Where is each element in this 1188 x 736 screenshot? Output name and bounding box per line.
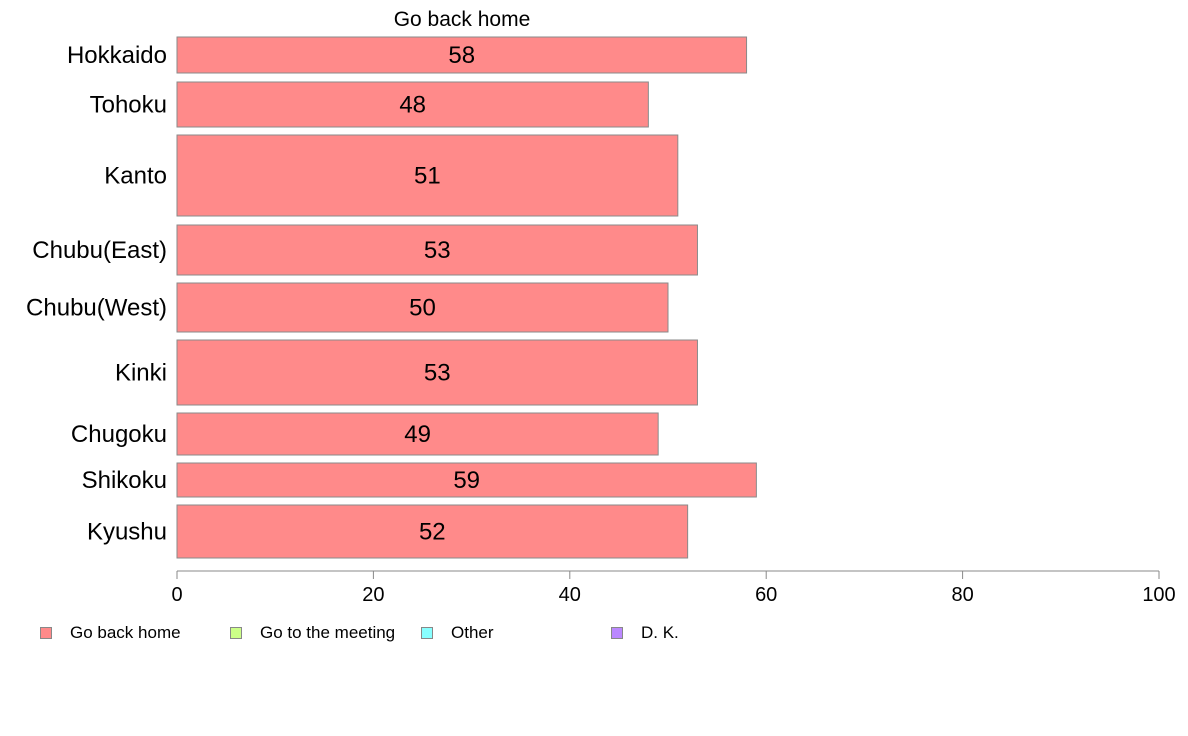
bar-kyushu [176, 504, 689, 559]
x-tick-label: 0 [171, 584, 182, 606]
legend-label: Other [451, 623, 494, 642]
legend-item-go-back-home: Go back home [40, 623, 181, 643]
category-label: Shikoku [82, 467, 167, 494]
legend-swatch [421, 627, 433, 639]
bar-chubu-west [176, 282, 669, 333]
bar-chubu-east [176, 224, 698, 276]
legend-item-go-to-the-meeting: Go to the meeting [230, 623, 395, 643]
bar-kanto [176, 134, 679, 217]
x-tick-label: 40 [559, 584, 581, 606]
legend: Go back home Go to the meeting Other D. … [40, 623, 740, 643]
legend-swatch [40, 627, 52, 639]
bar-hokkaido [176, 36, 748, 74]
category-label: Chugoku [71, 421, 167, 448]
legend-item-dk: D. K. [611, 623, 679, 643]
bar-value-label: 51 [414, 163, 441, 190]
bar-value-label: 50 [409, 295, 436, 322]
chart-title: Go back home [394, 8, 531, 31]
category-label: Hokkaido [67, 42, 167, 69]
category-label: Kanto [104, 163, 167, 190]
bar-shikoku [176, 462, 757, 498]
legend-swatch [611, 627, 623, 639]
bar-value-label: 52 [419, 519, 446, 546]
bar-value-label: 59 [453, 467, 480, 494]
bar-chugoku [176, 412, 659, 456]
bar-value-label: 48 [399, 92, 426, 119]
bar-kinki [176, 339, 698, 406]
bar-value-label: 49 [404, 421, 431, 448]
category-label: Chubu(West) [26, 295, 167, 322]
category-label: Kyushu [87, 519, 167, 546]
legend-swatch [230, 627, 242, 639]
bar-value-label: 53 [424, 237, 451, 264]
bar-tohoku [176, 81, 649, 128]
bar-value-label: 53 [424, 360, 451, 387]
x-tick-label: 100 [1142, 584, 1175, 606]
legend-label: Go to the meeting [260, 623, 396, 642]
x-tick-label: 20 [362, 584, 384, 606]
legend-label: Go back home [70, 623, 181, 642]
legend-label: D. K. [641, 623, 679, 642]
legend-item-other: Other [421, 623, 494, 643]
category-label: Tohoku [90, 92, 167, 119]
x-tick-label: 80 [951, 584, 973, 606]
bar-value-label: 58 [448, 42, 475, 69]
category-label: Chubu(East) [32, 237, 167, 264]
x-tick-label: 60 [755, 584, 777, 606]
category-label: Kinki [115, 360, 167, 387]
